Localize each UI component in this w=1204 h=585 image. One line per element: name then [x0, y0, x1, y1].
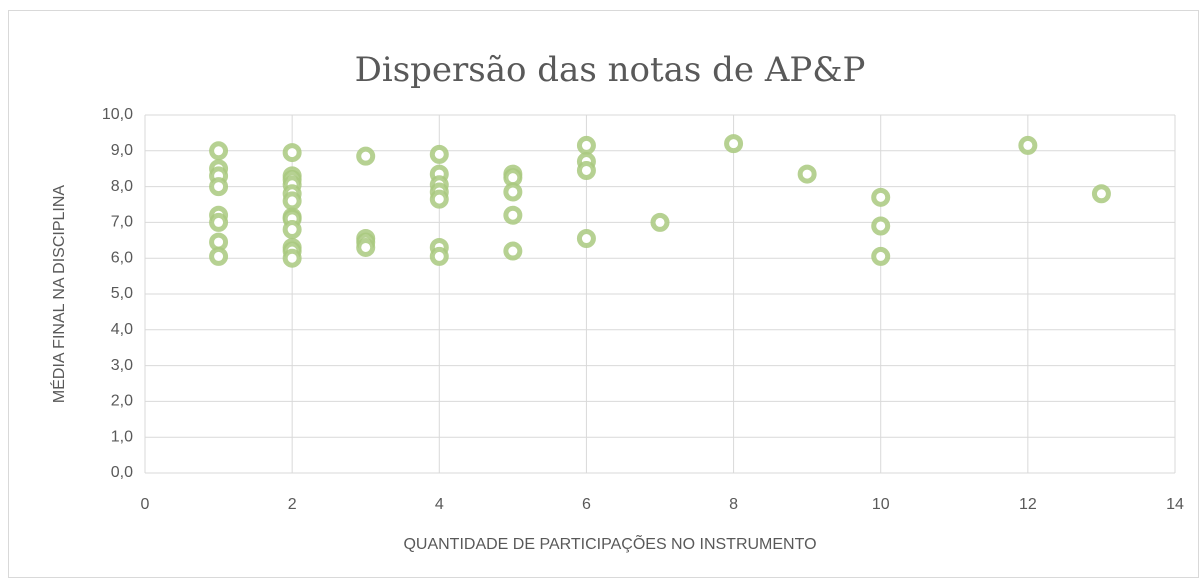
point	[209, 141, 229, 161]
x-tick-label: 2	[288, 496, 297, 513]
chart-title: Dispersão das notas de AP&P	[355, 50, 866, 90]
point	[209, 177, 229, 197]
point	[797, 164, 817, 184]
point	[282, 248, 302, 268]
point	[209, 212, 229, 232]
x-axis-label: QUANTIDADE DE PARTICIPAÇÕES NO INSTRUMEN…	[403, 533, 816, 553]
y-tick-label: 4,0	[111, 321, 133, 338]
point	[576, 160, 596, 180]
point	[871, 216, 891, 236]
y-tick-label: 8,0	[111, 178, 133, 195]
y-axis-label: MÉDIA FINAL NA DISCIPLINA	[49, 185, 68, 403]
y-tick-label: 7,0	[111, 214, 133, 231]
x-tick-label: 10	[872, 496, 890, 513]
x-tick-label: 4	[435, 496, 444, 513]
y-tick-label: 1,0	[111, 428, 133, 445]
point	[282, 191, 302, 211]
point	[1091, 184, 1111, 204]
point	[724, 134, 744, 154]
point	[871, 246, 891, 266]
point	[429, 189, 449, 209]
x-tick-label: 0	[141, 496, 150, 513]
point	[429, 144, 449, 164]
y-tick-label: 3,0	[111, 357, 133, 374]
point	[503, 182, 523, 202]
point	[650, 212, 670, 232]
x-tick-label: 14	[1166, 496, 1184, 513]
point	[429, 246, 449, 266]
point	[576, 229, 596, 249]
point	[503, 205, 523, 225]
point	[282, 220, 302, 240]
y-tick-label: 6,0	[111, 249, 133, 266]
y-tick-label: 0,0	[111, 464, 133, 481]
point	[871, 187, 891, 207]
x-tick-label: 8	[729, 496, 738, 513]
y-tick-label: 10,0	[102, 106, 133, 123]
y-tick-label: 9,0	[111, 142, 133, 159]
x-tick-label: 6	[582, 496, 591, 513]
point	[356, 146, 376, 166]
point	[503, 241, 523, 261]
point	[356, 237, 376, 257]
point	[1018, 135, 1038, 155]
y-tick-label: 5,0	[111, 285, 133, 302]
x-tick-label: 12	[1019, 496, 1037, 513]
y-tick-label: 2,0	[111, 393, 133, 410]
point	[282, 143, 302, 163]
point	[576, 135, 596, 155]
point	[209, 246, 229, 266]
